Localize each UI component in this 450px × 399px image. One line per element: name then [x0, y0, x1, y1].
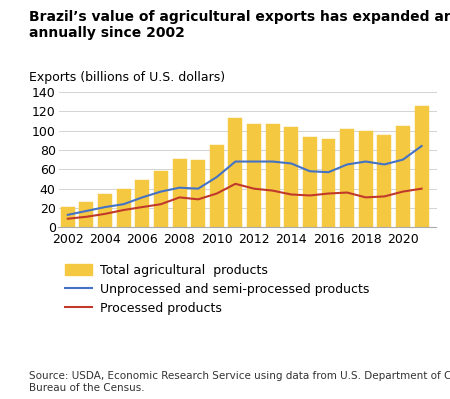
- Bar: [191, 160, 205, 227]
- Bar: [284, 126, 298, 227]
- Text: Brazil’s value of agricultural exports has expanded around 10 percent
annually s: Brazil’s value of agricultural exports h…: [29, 10, 450, 40]
- Legend: Total agricultural  products, Unprocessed and semi-processed products, Processed: Total agricultural products, Unprocessed…: [65, 263, 369, 315]
- Bar: [98, 194, 112, 227]
- Bar: [378, 135, 392, 227]
- Bar: [359, 130, 373, 227]
- Bar: [210, 145, 224, 227]
- Bar: [340, 128, 354, 227]
- Bar: [303, 137, 317, 227]
- Bar: [414, 106, 428, 227]
- Bar: [229, 118, 243, 227]
- Bar: [396, 126, 410, 227]
- Text: Source: USDA, Economic Research Service using data from U.S. Department of Comme: Source: USDA, Economic Research Service …: [29, 371, 450, 393]
- Bar: [135, 180, 149, 227]
- Text: Exports (billions of U.S. dollars): Exports (billions of U.S. dollars): [29, 71, 225, 84]
- Bar: [80, 202, 94, 227]
- Bar: [154, 171, 168, 227]
- Bar: [247, 124, 261, 227]
- Bar: [266, 124, 279, 227]
- Bar: [117, 189, 130, 227]
- Bar: [172, 159, 186, 227]
- Bar: [61, 207, 75, 227]
- Bar: [321, 139, 336, 227]
